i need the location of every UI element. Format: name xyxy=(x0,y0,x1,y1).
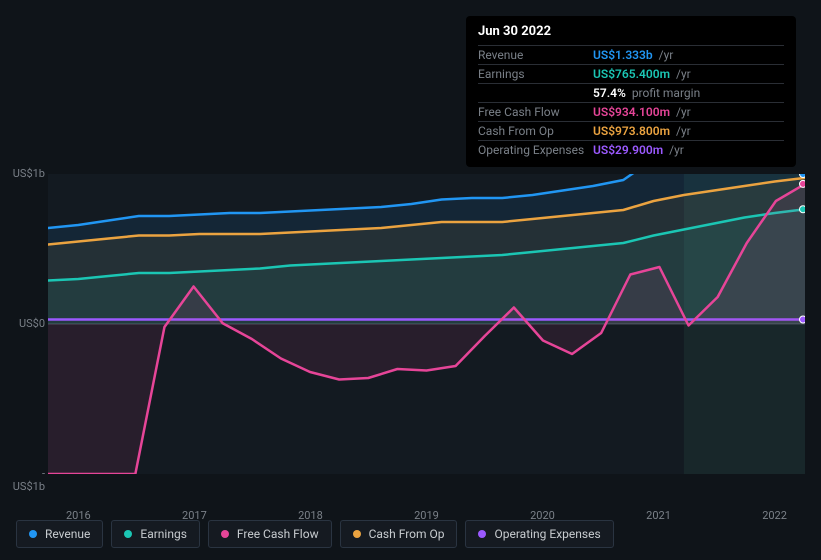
legend-dot-icon xyxy=(124,530,132,538)
tooltip-row: Cash From OpUS$973.800m /yr xyxy=(478,121,784,140)
legend-label: Cash From Op xyxy=(369,527,445,541)
tooltip-label: Free Cash Flow xyxy=(478,105,593,119)
chart-legend: Revenue Earnings Free Cash Flow Cash From O… xyxy=(16,520,614,548)
tooltip-label: Earnings xyxy=(478,67,593,81)
line-chart[interactable] xyxy=(48,174,805,474)
tooltip-label: Cash From Op xyxy=(478,124,593,138)
legend-label: Revenue xyxy=(45,527,90,541)
legend-item-free-cash-flow[interactable]: Free Cash Flow xyxy=(208,520,332,548)
y-axis-label: US$0 xyxy=(19,317,45,330)
y-axis-label: -US$1b xyxy=(13,467,45,493)
x-axis-label: 2021 xyxy=(646,509,671,522)
legend-dot-icon xyxy=(29,530,37,538)
chart-area: 2016201720182019202020212022 US$1bUS$0-U… xyxy=(16,160,805,500)
legend-dot-icon xyxy=(221,530,229,538)
chart-tooltip: Jun 30 2022 RevenueUS$1.333b /yrEarnings… xyxy=(466,16,796,167)
tooltip-label xyxy=(478,86,593,100)
tooltip-label: Revenue xyxy=(478,48,593,62)
legend-item-earnings[interactable]: Earnings xyxy=(111,520,200,548)
legend-item-revenue[interactable]: Revenue xyxy=(16,520,103,548)
tooltip-value: US$29.900m /yr xyxy=(593,143,684,157)
tooltip-row: EarningsUS$765.400m /yr xyxy=(478,64,784,83)
tooltip-value: US$765.400m /yr xyxy=(593,67,691,81)
tooltip-row: RevenueUS$1.333b /yr xyxy=(478,45,784,64)
legend-label: Free Cash Flow xyxy=(237,527,319,541)
x-axis-label: 2022 xyxy=(762,509,787,522)
legend-dot-icon xyxy=(478,530,486,538)
tooltip-date: Jun 30 2022 xyxy=(478,24,784,39)
legend-label: Operating Expenses xyxy=(494,527,600,541)
tooltip-row: Operating ExpensesUS$29.900m /yr xyxy=(478,140,784,159)
tooltip-value: US$934.100m /yr xyxy=(593,105,691,119)
tooltip-label: Operating Expenses xyxy=(478,143,593,157)
legend-item-operating-expenses[interactable]: Operating Expenses xyxy=(465,520,613,548)
tooltip-row: Free Cash FlowUS$934.100m /yr xyxy=(478,102,784,121)
tooltip-value: US$1.333b /yr xyxy=(593,48,673,62)
legend-dot-icon xyxy=(353,530,361,538)
y-axis-label: US$1b xyxy=(13,167,45,180)
tooltip-value: 57.4% profit margin xyxy=(593,86,700,100)
legend-item-cash-from-op[interactable]: Cash From Op xyxy=(340,520,458,548)
tooltip-value: US$973.800m /yr xyxy=(593,124,691,138)
tooltip-row: 57.4% profit margin xyxy=(478,83,784,102)
legend-label: Earnings xyxy=(140,527,187,541)
